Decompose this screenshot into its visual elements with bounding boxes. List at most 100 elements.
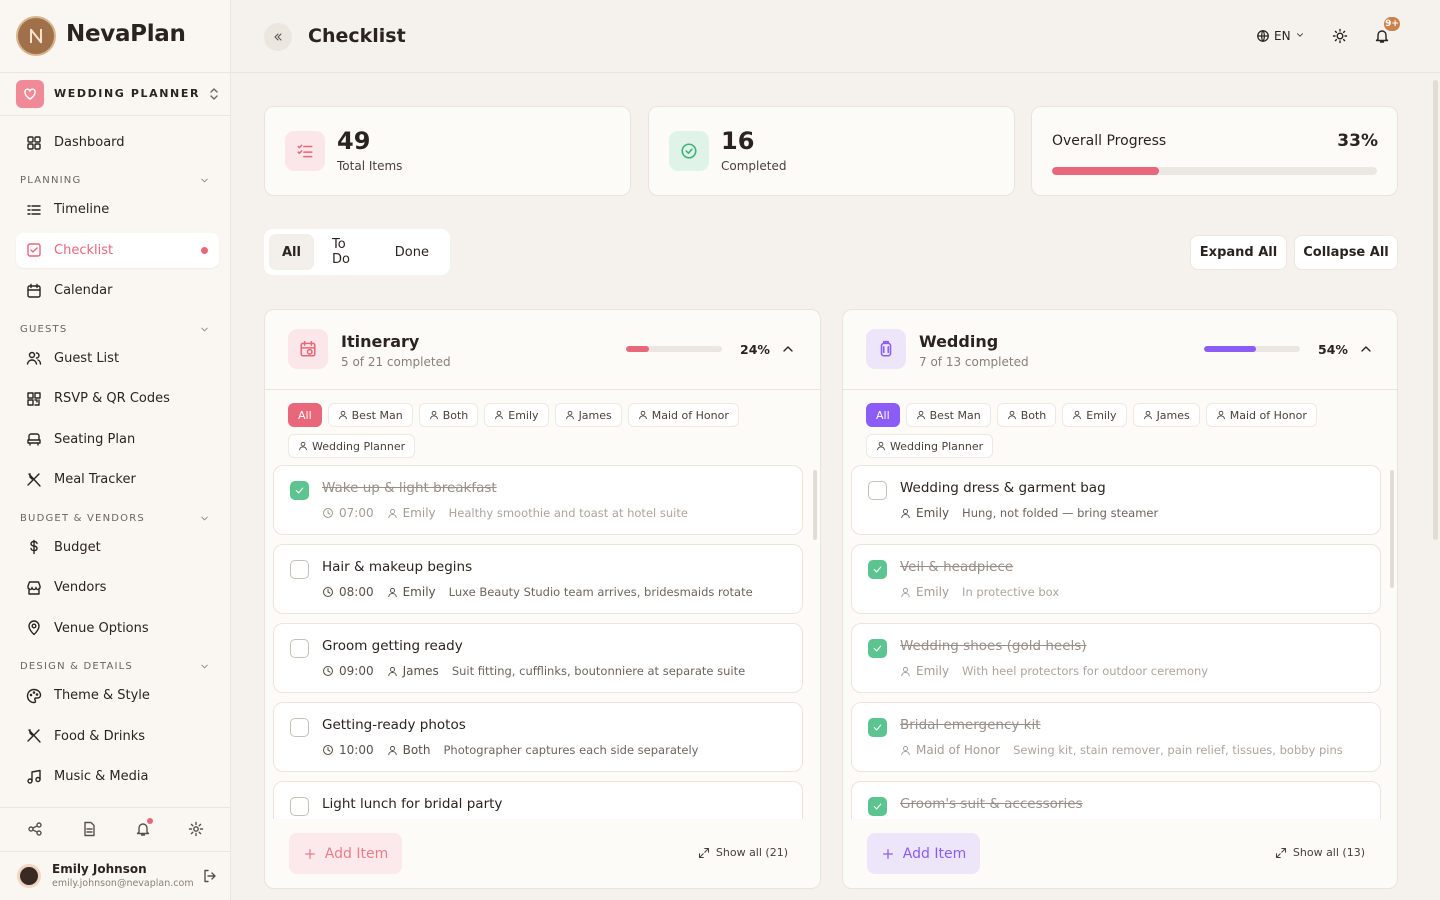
icon-shape: [902, 587, 909, 593]
assignee-chip[interactable]: James: [554, 403, 622, 427]
nav-section-header[interactable]: BUDGET & VENDORS: [20, 513, 210, 527]
icon-shape: [27, 433, 41, 446]
nav-section-header[interactable]: GUESTS: [20, 324, 210, 338]
notif-badge: 9+: [1382, 15, 1402, 33]
assignee-chip[interactable]: Both: [418, 403, 479, 427]
assignee-chip[interactable]: James: [1132, 403, 1200, 427]
checkbox[interactable]: [290, 639, 309, 658]
assignee-chip[interactable]: Maid of Honor: [627, 403, 739, 427]
nav-item[interactable]: Budget: [16, 530, 219, 565]
checkbox[interactable]: [868, 639, 887, 658]
chip-label: Wedding Planner: [890, 439, 984, 453]
show-all[interactable]: Show all (21): [698, 846, 788, 859]
footer-icon[interactable]: [135, 821, 151, 841]
footer-icon[interactable]: [188, 821, 204, 841]
assignee-chip[interactable]: Best Man: [327, 403, 413, 427]
checkbox[interactable]: [868, 560, 887, 579]
assignee-chip[interactable]: Wedding Planner: [866, 434, 994, 458]
assignee-chip[interactable]: Maid of Honor: [1205, 403, 1317, 427]
checklist-item[interactable]: Light lunch for bridal party: [273, 781, 803, 819]
nav-item[interactable]: Venue Options: [16, 611, 219, 646]
checkbox[interactable]: [290, 797, 309, 816]
collapse-toggle[interactable]: [780, 341, 796, 361]
nav-item[interactable]: RSVP & QR Codes: [16, 381, 219, 416]
nav-section-header[interactable]: DESIGN & DETAILS: [20, 661, 210, 675]
collapse-sidebar[interactable]: [264, 23, 292, 51]
icon-shape: [26, 688, 42, 703]
section-toggle: [199, 661, 210, 675]
checklist-item[interactable]: Groom getting ready 09:00 James Suit fittin…: [273, 623, 803, 693]
nav-item[interactable]: Theme & Style: [16, 678, 219, 713]
nav-item[interactable]: Food & Drinks: [16, 719, 219, 754]
assignee-chip[interactable]: Best Man: [905, 403, 991, 427]
assignee-chip[interactable]: Both: [996, 403, 1057, 427]
item-time: 07:00: [339, 506, 374, 520]
nav-item[interactable]: Dashboard: [16, 125, 219, 160]
checklist-item[interactable]: Hair & makeup begins 08:00 Emily Luxe Beaut…: [273, 544, 803, 614]
icon-shape: [495, 410, 504, 420]
nav-item[interactable]: Music & Media: [16, 759, 219, 794]
assignee-chip[interactable]: Emily: [484, 403, 549, 427]
assignee-chip[interactable]: All: [866, 403, 900, 427]
icon-shape: [297, 144, 313, 158]
checkbox[interactable]: [868, 481, 887, 500]
nav-item[interactable]: Meal Tracker: [16, 462, 219, 497]
icon-shape: [1257, 30, 1269, 42]
assignee-chip[interactable]: All: [288, 403, 322, 427]
chip-label: All: [876, 408, 890, 422]
language-switch[interactable]: EN: [1256, 29, 1305, 43]
footer-icon[interactable]: [81, 821, 97, 841]
show-all-label: Show all (21): [715, 846, 788, 859]
checkbox[interactable]: [290, 481, 309, 500]
checklist-panel: Itinerary 5 of 21 completed 24% All Best Man…: [264, 309, 821, 889]
icon-shape: [36, 830, 42, 836]
checklist-item[interactable]: Wedding dress & garment bag Emily Hung, no…: [851, 465, 1381, 535]
icon-shape: [32, 825, 38, 833]
assignee-filters: All Best Man Both Emily James Maid of Honor We…: [288, 403, 788, 465]
checkbox[interactable]: [290, 718, 309, 737]
show-all[interactable]: Show all (13): [1275, 846, 1365, 859]
logout[interactable]: [202, 868, 218, 888]
checkbox[interactable]: [868, 718, 887, 737]
chip-label: Maid of Honor: [651, 408, 729, 422]
checklist-item[interactable]: Veil & headpiece Emily In protective box: [851, 544, 1381, 614]
add-item-label: Add Item: [902, 845, 967, 862]
assignee-chip[interactable]: Wedding Planner: [288, 434, 416, 458]
filter-tab[interactable]: Done: [394, 244, 429, 260]
checklist-item[interactable]: Groom's suit & accessories: [851, 781, 1381, 819]
assignee-chip[interactable]: Emily: [1062, 403, 1127, 427]
notifications[interactable]: [1374, 28, 1390, 48]
filter-tab[interactable]: All: [269, 234, 314, 270]
collapse-toggle[interactable]: [1358, 341, 1374, 361]
nav-item[interactable]: Checklist: [16, 232, 219, 268]
icon-shape: [201, 664, 208, 669]
chip-icon: [638, 410, 648, 420]
action-button[interactable]: Expand All: [1190, 235, 1287, 270]
logo: [16, 16, 56, 56]
add-item-button[interactable]: Add Item: [867, 833, 980, 874]
nav-item[interactable]: Seating Plan: [16, 422, 219, 457]
nav-item[interactable]: Vendors: [16, 570, 219, 605]
icon-shape: [1218, 410, 1224, 416]
workspace-switch[interactable]: [206, 86, 222, 106]
add-item-button[interactable]: Add Item: [289, 833, 402, 874]
checkbox[interactable]: [290, 560, 309, 579]
theme-toggle[interactable]: [1332, 28, 1348, 48]
nav-section-header[interactable]: PLANNING: [20, 175, 210, 189]
nav-item[interactable]: Guest List: [16, 341, 219, 376]
filter-tab[interactable]: To Do: [331, 237, 350, 267]
panel-progress-track: [626, 346, 722, 352]
nav-item[interactable]: Timeline: [16, 192, 219, 227]
footer-icon[interactable]: [27, 821, 43, 841]
checklist-item[interactable]: Wake up & light breakfast 07:00 Emily Healt…: [273, 465, 803, 535]
checklist-item[interactable]: Bridal emergency kit Maid of Honor Sewing …: [851, 702, 1381, 772]
chip-icon: [298, 441, 308, 451]
add-item-label: Add Item: [324, 845, 389, 862]
checklist-item[interactable]: Wedding shoes (gold heels) Emily With heel…: [851, 623, 1381, 693]
action-button[interactable]: Collapse All: [1294, 235, 1398, 270]
checkbox[interactable]: [868, 797, 887, 816]
nav-item[interactable]: Calendar: [16, 273, 219, 308]
icon-shape: [304, 848, 315, 859]
checklist-item[interactable]: Getting-ready photos 10:00 Both Photographe…: [273, 702, 803, 772]
nav-label: Music & Media: [54, 769, 149, 784]
